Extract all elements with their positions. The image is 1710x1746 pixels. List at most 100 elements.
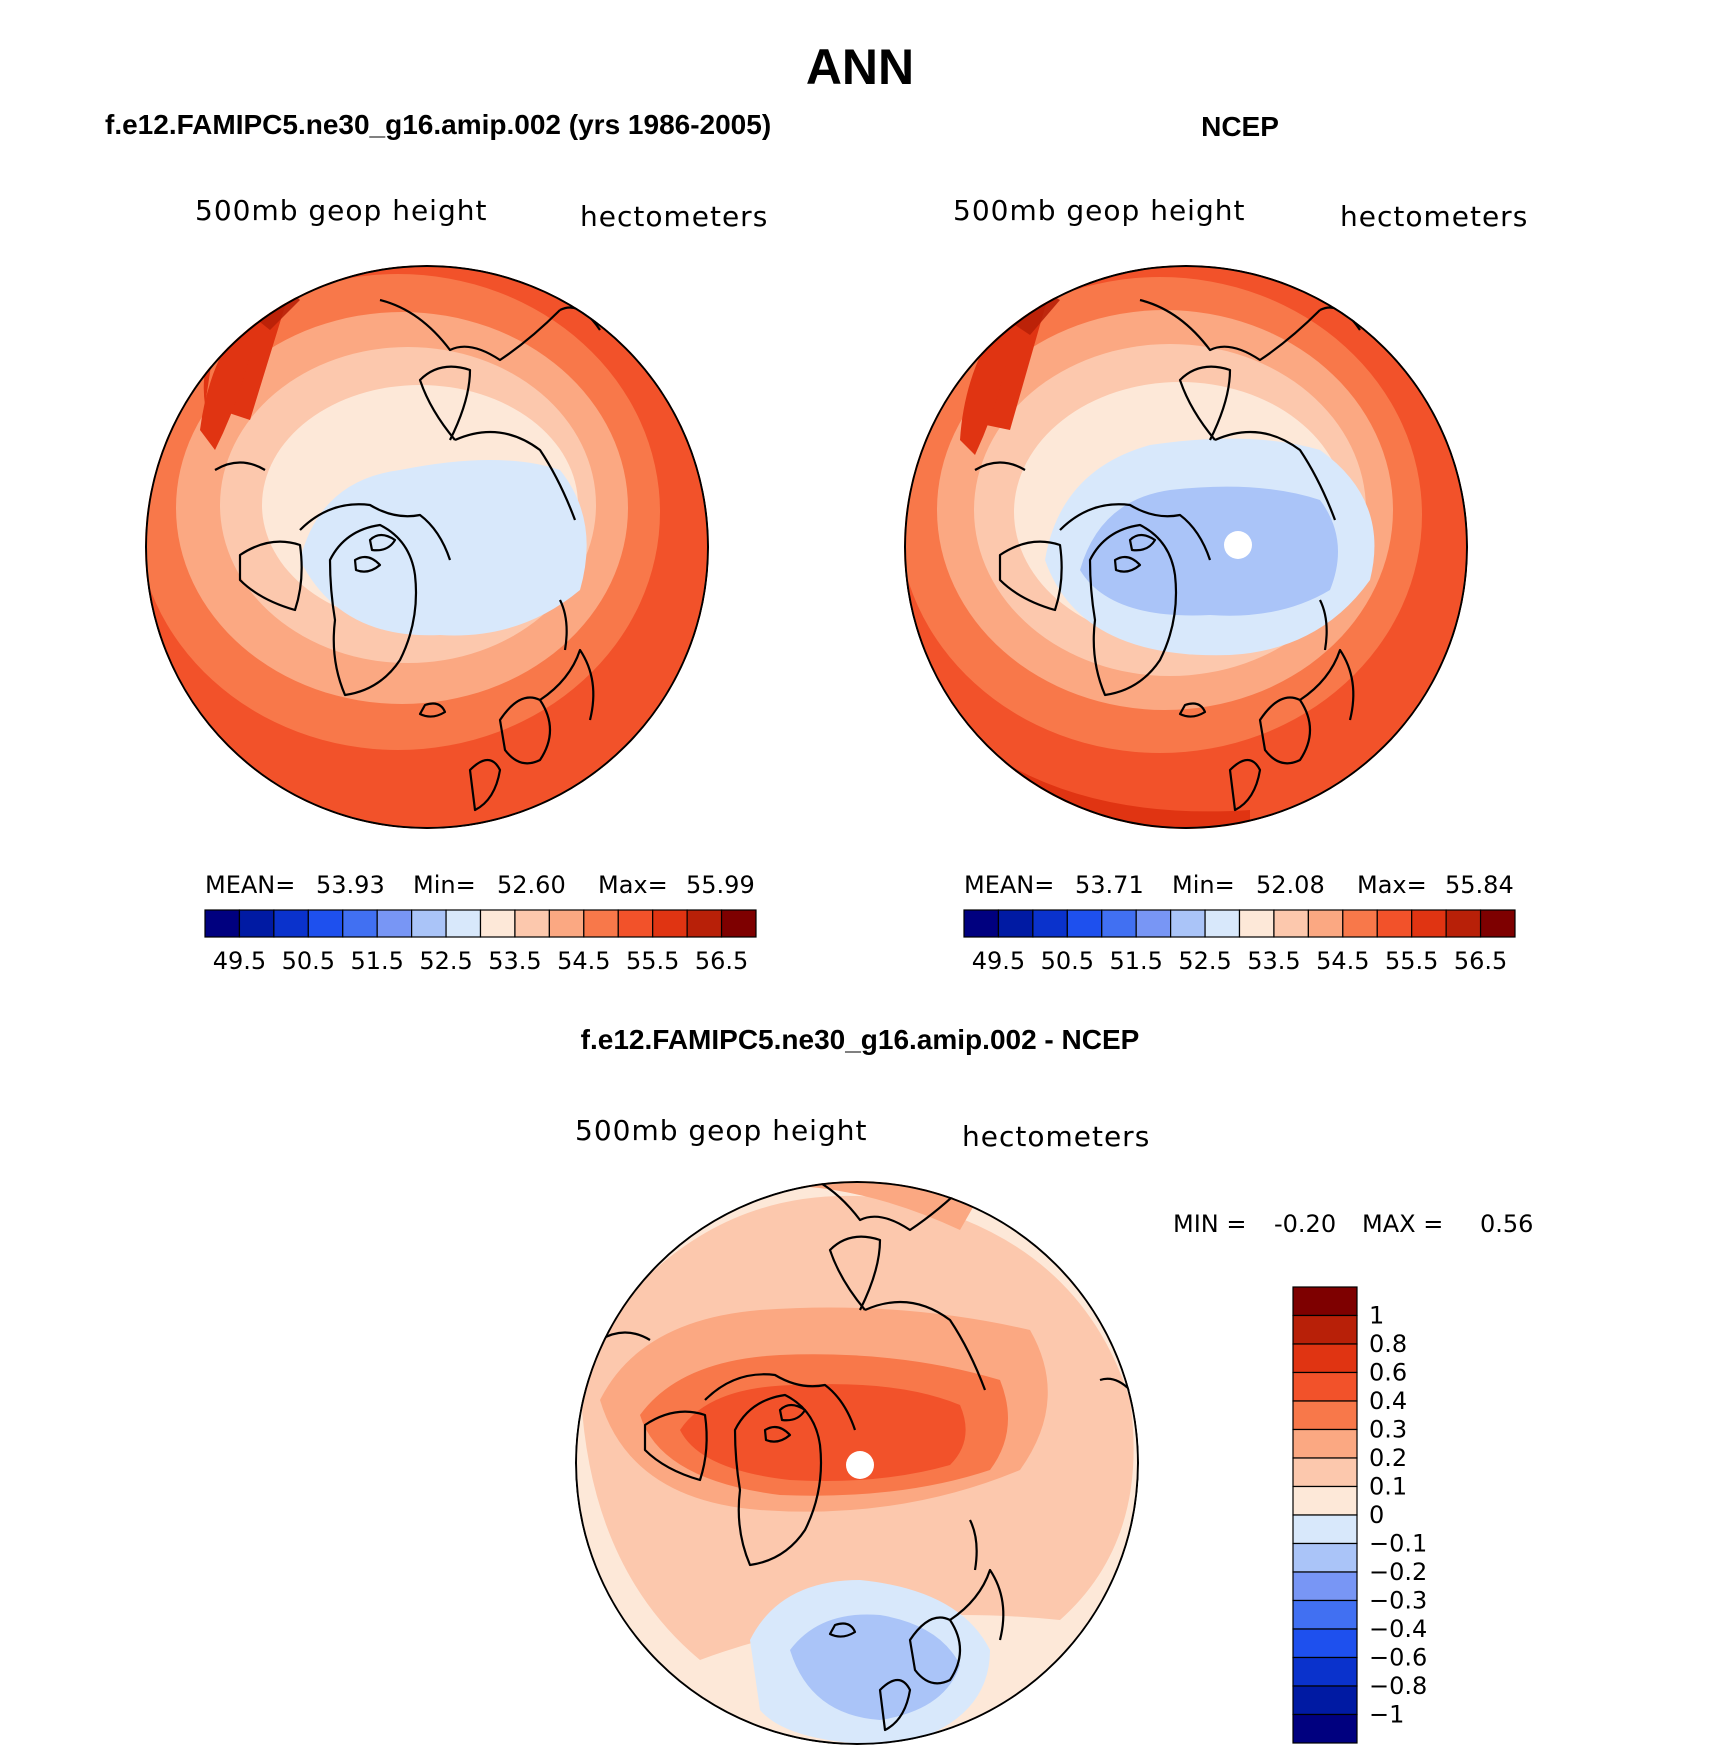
colorbar-swatch [204, 909, 241, 938]
colorbar-tick-label: −1 [1369, 1701, 1404, 1729]
colorbar-tick-label: 0.6 [1369, 1359, 1407, 1387]
colorbar-tick-label: −0.4 [1369, 1615, 1427, 1643]
colorbar-tick-label: −0.2 [1369, 1558, 1427, 1586]
colorbar-swatch [997, 909, 1034, 938]
colorbar-tick-label: 0.8 [1369, 1330, 1407, 1358]
colorbar-swatch [342, 909, 378, 938]
colorbar-swatch [1066, 909, 1103, 938]
colorbar-swatch [514, 909, 550, 938]
colorbar-tick-label: 49.5 [972, 947, 1025, 975]
colorbar-swatch [307, 909, 344, 938]
panel-difference: f.e12.FAMIPC5.ne30_g16.amip.002 - NCEP 5… [575, 1024, 1533, 1745]
colorbar-swatch [1411, 909, 1447, 938]
polar-map-ncep [904, 265, 1468, 829]
colorbar-swatch [1376, 909, 1413, 938]
panel-model: f.e12.FAMIPC5.ne30_g16.amip.002 (yrs 198… [105, 109, 771, 975]
colorbar-swatch [273, 909, 309, 938]
colorbar-tick-label: 50.5 [282, 947, 335, 975]
colorbar-swatch [445, 909, 482, 938]
panel-ncep-min-value: 52.08 [1256, 871, 1325, 899]
figure-title: ANN [806, 39, 914, 95]
colorbar-swatch [1292, 1371, 1358, 1402]
colorbar-swatch [376, 909, 413, 938]
colorbar-difference: 10.80.60.40.30.20.10−0.1−0.2−0.3−0.4−0.6… [1292, 1286, 1427, 1744]
colorbar-tick-label: 50.5 [1041, 947, 1094, 975]
colorbar-swatch [1292, 1343, 1358, 1374]
colorbar-swatch [1292, 1286, 1358, 1317]
colorbar-swatch [1445, 909, 1482, 938]
colorbar-tick-label: 51.5 [350, 947, 403, 975]
colorbar-tick-label: 0.1 [1369, 1473, 1407, 1501]
colorbar-swatch [1204, 909, 1241, 938]
colorbar-tick-label: 54.5 [557, 947, 610, 975]
colorbar-swatch [1292, 1314, 1358, 1345]
colorbar-swatch [617, 909, 654, 938]
colorbar-model: 49.5 50.5 51.5 52.5 53.5 54.5 55.5 56.5 [204, 909, 757, 975]
colorbar-tick-label: 0.4 [1369, 1387, 1407, 1415]
colorbar-swatch [1292, 1571, 1358, 1602]
panel-ncep-units: hectometers [1340, 200, 1528, 233]
panel-model-field-label: 500mb geop height [195, 194, 487, 227]
colorbar-swatch [583, 909, 619, 938]
colorbar-swatch [1292, 1485, 1358, 1516]
colorbar-tick-label: 1 [1369, 1302, 1384, 1330]
panel-ncep-stats: MEAN= 53.71 Min= 52.08 Max= 55.84 [964, 871, 1514, 899]
colorbar-swatch [1135, 909, 1172, 938]
colorbar-tick-label: 52.5 [419, 947, 472, 975]
colorbar-tick-label: 54.5 [1316, 947, 1369, 975]
colorbar-swatch [1273, 909, 1309, 938]
colorbar-swatch [1292, 1514, 1358, 1545]
colorbar-tick-label: 49.5 [213, 947, 266, 975]
colorbar-tick-label: 53.5 [1247, 947, 1300, 975]
colorbar-tick-label: 0 [1369, 1501, 1384, 1529]
difference-min-value: -0.20 [1274, 1210, 1336, 1238]
colorbar-swatch [1238, 909, 1275, 938]
panel-ncep-max-label: Max= [1357, 871, 1427, 899]
panel-model-units: hectometers [580, 200, 768, 233]
colorbar-swatch [1292, 1656, 1358, 1687]
difference-max-value: 0.56 [1480, 1210, 1533, 1238]
difference-units: hectometers [962, 1120, 1150, 1153]
colorbar-swatch [1342, 909, 1378, 938]
colorbar-tick-label: 0.3 [1369, 1416, 1407, 1444]
colorbar-tick-label: −0.1 [1369, 1530, 1427, 1558]
colorbar-tick-label: 52.5 [1178, 947, 1231, 975]
panel-model-min-label: Min= [413, 871, 476, 899]
difference-field-label: 500mb geop height [575, 1114, 867, 1147]
panel-ncep-heading: NCEP [1201, 111, 1279, 142]
colorbar-swatch [963, 909, 1000, 938]
colorbar-tick-label: 55.5 [626, 947, 679, 975]
difference-heading: f.e12.FAMIPC5.ne30_g16.amip.002 - NCEP [581, 1024, 1140, 1055]
panel-ncep-mean-label: MEAN= [964, 871, 1054, 899]
colorbar-swatch [720, 909, 757, 938]
difference-min-label: MIN = [1173, 1210, 1246, 1238]
colorbar-swatch [1292, 1457, 1358, 1488]
panel-model-min-value: 52.60 [497, 871, 566, 899]
colorbar-swatch [479, 909, 516, 938]
colorbar-swatch [1170, 909, 1206, 938]
panel-ncep: NCEP 500mb geop height hectometers [904, 111, 1528, 975]
polar-map-model [145, 265, 709, 829]
colorbar-swatch [548, 909, 585, 938]
difference-max-label: MAX = [1362, 1210, 1443, 1238]
polar-map-difference [575, 1181, 1139, 1745]
colorbar-tick-label: 56.5 [1454, 947, 1507, 975]
colorbar-swatch [1292, 1542, 1358, 1573]
colorbar-swatch [1292, 1628, 1358, 1659]
colorbar-swatch [238, 909, 275, 938]
colorbar-swatch [686, 909, 723, 938]
colorbar-ncep: 49.5 50.5 51.5 52.5 53.5 54.5 55.5 56.5 [963, 909, 1516, 975]
colorbar-swatch [1032, 909, 1068, 938]
colorbar-tick-label: 53.5 [488, 947, 541, 975]
colorbar-tick-label: 56.5 [695, 947, 748, 975]
colorbar-tick-label: 0.2 [1369, 1444, 1407, 1472]
panel-ncep-mean-value: 53.71 [1075, 871, 1144, 899]
panel-ncep-max-value: 55.84 [1445, 871, 1514, 899]
colorbar-swatch [411, 909, 447, 938]
colorbar-swatch [1292, 1599, 1358, 1630]
colorbar-swatch [1307, 909, 1344, 938]
colorbar-tick-label: −0.6 [1369, 1644, 1427, 1672]
colorbar-swatch [1101, 909, 1137, 938]
colorbar-tick-label: −0.8 [1369, 1672, 1427, 1700]
